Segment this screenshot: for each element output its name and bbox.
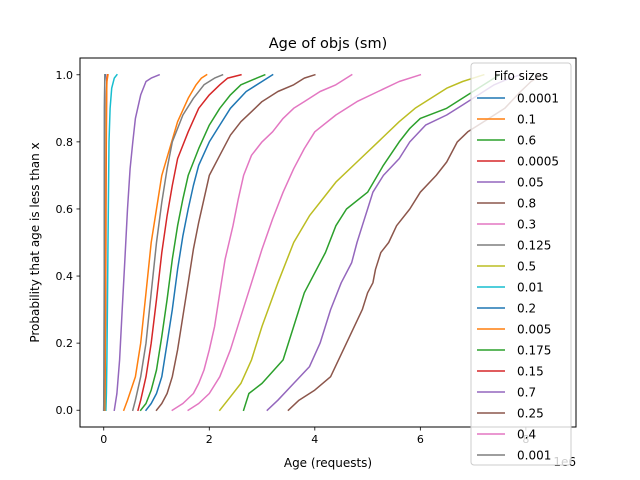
series-line-0.175 [139, 73, 266, 412]
series-line-0.25 [155, 73, 316, 412]
legend-label-0.05: 0.05 [517, 176, 544, 190]
legend-label-0.0005: 0.0005 [517, 155, 559, 169]
legend-label-0.0001: 0.0001 [517, 92, 559, 106]
legend-title: Fifo sizes [494, 69, 548, 83]
y-tick-label: 1.0 [56, 69, 74, 82]
legend-label-0.15: 0.15 [517, 365, 544, 379]
x-axis-label: Age (requests) [284, 456, 372, 470]
series-line-0.01 [105, 73, 118, 411]
legend-label-0.01: 0.01 [517, 281, 544, 295]
series-line-0.5 [218, 73, 485, 412]
legend-label-0.2: 0.2 [517, 302, 536, 316]
series-line-0.2 [144, 73, 274, 412]
y-tick-label: 0.6 [56, 203, 74, 216]
series-line-0.15 [137, 73, 242, 412]
y-axis-label: Probability that age is less than x [28, 142, 42, 342]
series-line-0.005 [104, 73, 109, 411]
plot-frame [79, 57, 577, 428]
legend-label-0.8: 0.8 [517, 197, 536, 211]
y-axis: 0.0 0.2 0.4 0.6 0.8 1.0 [56, 69, 80, 417]
legend-label-0.25: 0.25 [517, 407, 544, 421]
legend-label-0.125: 0.125 [517, 239, 551, 253]
x-tick-label: 6 [417, 433, 424, 446]
y-tick-label: 0.2 [56, 337, 74, 350]
legend-box [470, 62, 572, 466]
series-line-0.1 [122, 73, 208, 412]
legend-label-0.001: 0.001 [517, 449, 551, 463]
series-line-0.05 [113, 73, 161, 412]
legend: Fifo sizes 0.0001 0.1 0.6 0.0005 0.05 0.8 0.3 0.… [470, 62, 572, 466]
legend-label-0.6: 0.6 [517, 134, 536, 148]
x-tick-label: 2 [206, 433, 213, 446]
legend-label-0.1: 0.1 [517, 113, 536, 127]
series-line-0.125 [131, 73, 224, 412]
legend-label-0.7: 0.7 [517, 386, 536, 400]
series-line-0.4 [187, 73, 422, 412]
chart-title: Age of objs (sm) [269, 36, 388, 52]
x-tick-label: 4 [311, 433, 318, 446]
plot-series [102, 73, 543, 412]
legend-label-0.005: 0.005 [517, 323, 551, 337]
y-tick-label: 0.0 [56, 404, 74, 417]
series-line-0.6 [242, 73, 501, 412]
legend-label-0.175: 0.175 [517, 344, 551, 358]
series-line-0.3 [171, 73, 353, 412]
x-tick-label: 0 [100, 433, 107, 446]
series-line-0.001 [102, 74, 106, 411]
legend-label-0.4: 0.4 [517, 428, 536, 442]
y-tick-label: 0.8 [56, 136, 74, 149]
legend-label-0.5: 0.5 [517, 260, 536, 274]
legend-label-0.3: 0.3 [517, 218, 536, 232]
y-tick-label: 0.4 [56, 270, 74, 283]
